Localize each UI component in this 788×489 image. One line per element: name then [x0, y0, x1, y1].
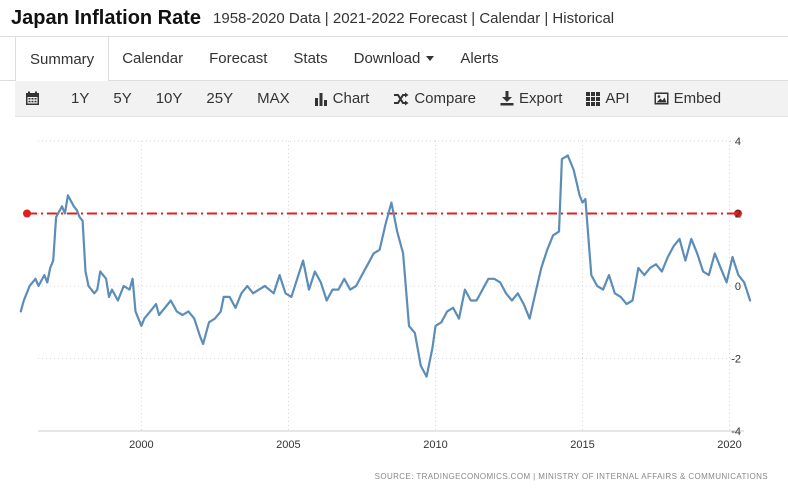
y-tick-label: 0 — [735, 281, 741, 293]
range-10y-button[interactable]: 10Y — [155, 90, 183, 107]
compare-button-label: Compare — [414, 90, 477, 107]
chart-button[interactable]: Chart — [314, 90, 370, 107]
tab-forecast-label: Forecast — [209, 50, 268, 67]
tab-bar: Summary Calendar Forecast Stats Download… — [0, 36, 788, 82]
compare-button[interactable]: Compare — [393, 90, 476, 107]
embed-button[interactable]: Embed — [654, 90, 722, 107]
chart-toolbar: 1Y 5Y 10Y 25Y MAX Chart Compare Export A… — [15, 81, 788, 117]
range-max-button[interactable]: MAX — [257, 90, 290, 107]
x-tick-label: 2005 — [276, 439, 300, 451]
series-line-0 — [19, 154, 752, 378]
x-tick-label: 2000 — [129, 439, 153, 451]
tab-calendar[interactable]: Calendar — [109, 37, 196, 80]
shuffle-icon — [394, 92, 409, 105]
grid-icon — [586, 91, 601, 106]
export-button-label: Export — [519, 90, 563, 107]
embed-button-label: Embed — [673, 90, 722, 107]
export-button[interactable]: Export — [500, 90, 562, 107]
y-tick-label: 2 — [735, 209, 741, 221]
tab-alerts-label: Alerts — [460, 50, 499, 67]
x-tick-label: 2020 — [717, 439, 741, 451]
page-header: Japan Inflation Rate 1958-2020 Data | 20… — [0, 0, 788, 36]
tab-forecast[interactable]: Forecast — [196, 37, 280, 80]
chart-source: SOURCE: TRADINGECONOMICS.COM | MINISTRY … — [375, 472, 768, 481]
x-tick-label: 2010 — [423, 439, 447, 451]
image-icon — [654, 92, 669, 105]
range-25y-button[interactable]: 25Y — [206, 90, 234, 107]
tab-download[interactable]: Download — [341, 37, 448, 80]
page-subtitle: 1958-2020 Data | 2021-2022 Forecast | Ca… — [213, 9, 615, 27]
page-title: Japan Inflation Rate — [11, 6, 202, 29]
chevron-down-icon — [426, 56, 435, 61]
download-icon — [500, 91, 514, 106]
y-tick-label: 4 — [735, 136, 741, 148]
y-tick-label: -2 — [731, 354, 741, 366]
api-button-label: API — [605, 90, 630, 107]
calendar-icon[interactable] — [25, 91, 45, 106]
tab-summary[interactable]: Summary — [15, 37, 110, 82]
tab-summary-label: Summary — [30, 51, 95, 68]
reference-start-dot — [23, 209, 31, 218]
x-tick-label: 2015 — [570, 439, 594, 451]
inflation-line-chart: -4 -2 0 2 4 2000 2005 2010 2015 2020 SOURCE: TRAD… — [19, 136, 768, 481]
tab-stats[interactable]: Stats — [280, 37, 340, 80]
api-button[interactable]: API — [586, 90, 630, 107]
chart-area: -4 -2 0 2 4 2000 2005 2010 2015 2020 SOURCE: TRAD… — [0, 117, 788, 489]
tab-alerts[interactable]: Alerts — [447, 37, 511, 80]
bar-chart-icon — [314, 92, 327, 106]
range-1y-button[interactable]: 1Y — [71, 90, 90, 107]
tab-download-label: Download — [353, 50, 421, 67]
tab-stats-label: Stats — [293, 50, 328, 67]
y-tick-label: -4 — [731, 426, 741, 438]
reference-end-dot — [734, 209, 742, 218]
range-5y-button[interactable]: 5Y — [113, 90, 132, 107]
tab-calendar-label: Calendar — [122, 50, 184, 67]
chart-button-label: Chart — [332, 90, 370, 107]
